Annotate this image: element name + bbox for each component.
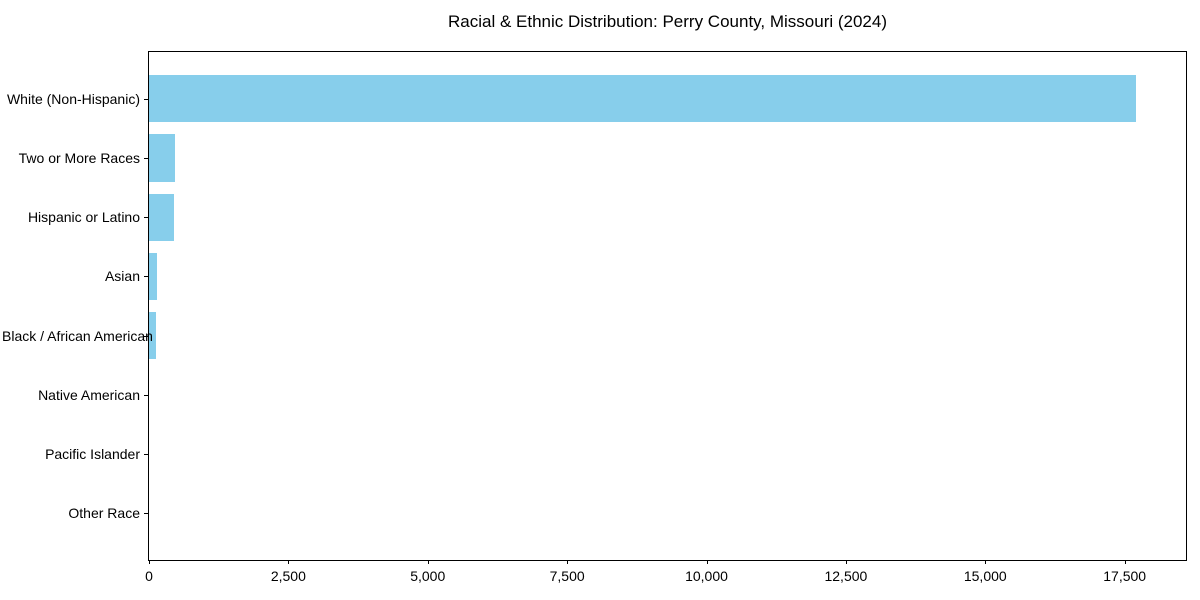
y-tick-mark	[144, 157, 148, 159]
y-tick-label: Native American	[38, 386, 140, 403]
y-tick-label: Hispanic or Latino	[27, 209, 140, 226]
y-tick-label: Pacific Islander	[45, 446, 140, 463]
y-tick-mark	[144, 335, 148, 337]
x-tick-mark	[985, 560, 987, 564]
y-tick-mark	[144, 217, 148, 219]
y-tick-label: Black / African American	[2, 327, 153, 344]
bar-white-non-hispanic	[149, 75, 1136, 123]
x-tick-label: 17,500	[1103, 568, 1147, 584]
x-tick-mark	[149, 560, 150, 564]
y-tick-label: Two or More Races	[18, 149, 140, 166]
plot-area: White (Non-Hispanic) Two or More Races His…	[2, 51, 1187, 584]
y-tick-mark	[144, 513, 148, 515]
x-tick-label: 15,000	[963, 568, 1007, 584]
x-tick-mark	[427, 560, 429, 564]
x-tick-label: 0	[145, 568, 153, 584]
bar-two-or-more-races	[149, 134, 175, 182]
y-tick-mark	[144, 454, 148, 456]
bar-asian	[149, 252, 157, 301]
y-tick-mark	[144, 394, 148, 396]
x-tick-mark	[567, 560, 569, 564]
x-tick-label: 7,500	[549, 568, 585, 584]
chart-title: Racial & Ethnic Distribution: Perry Coun…	[447, 12, 887, 31]
bar-black-african-american	[149, 311, 156, 360]
x-tick-label: 5,000	[410, 568, 446, 584]
x-tick-mark	[706, 560, 708, 564]
y-tick-label: White (Non-Hispanic)	[6, 90, 140, 107]
x-tick-mark	[288, 560, 290, 564]
x-tick-label: 10,000	[685, 568, 728, 584]
y-tick-label: Other Race	[68, 505, 140, 522]
y-tick-label: Asian	[104, 268, 140, 285]
y-tick-mark	[144, 276, 148, 278]
x-tick-mark	[1124, 560, 1126, 564]
bar-hispanic-or-latino	[149, 193, 175, 241]
y-tick-mark	[144, 98, 148, 100]
x-tick-mark	[845, 560, 847, 564]
x-tick-label: 12,500	[824, 568, 868, 584]
x-tick-label: 2,500	[270, 568, 306, 584]
